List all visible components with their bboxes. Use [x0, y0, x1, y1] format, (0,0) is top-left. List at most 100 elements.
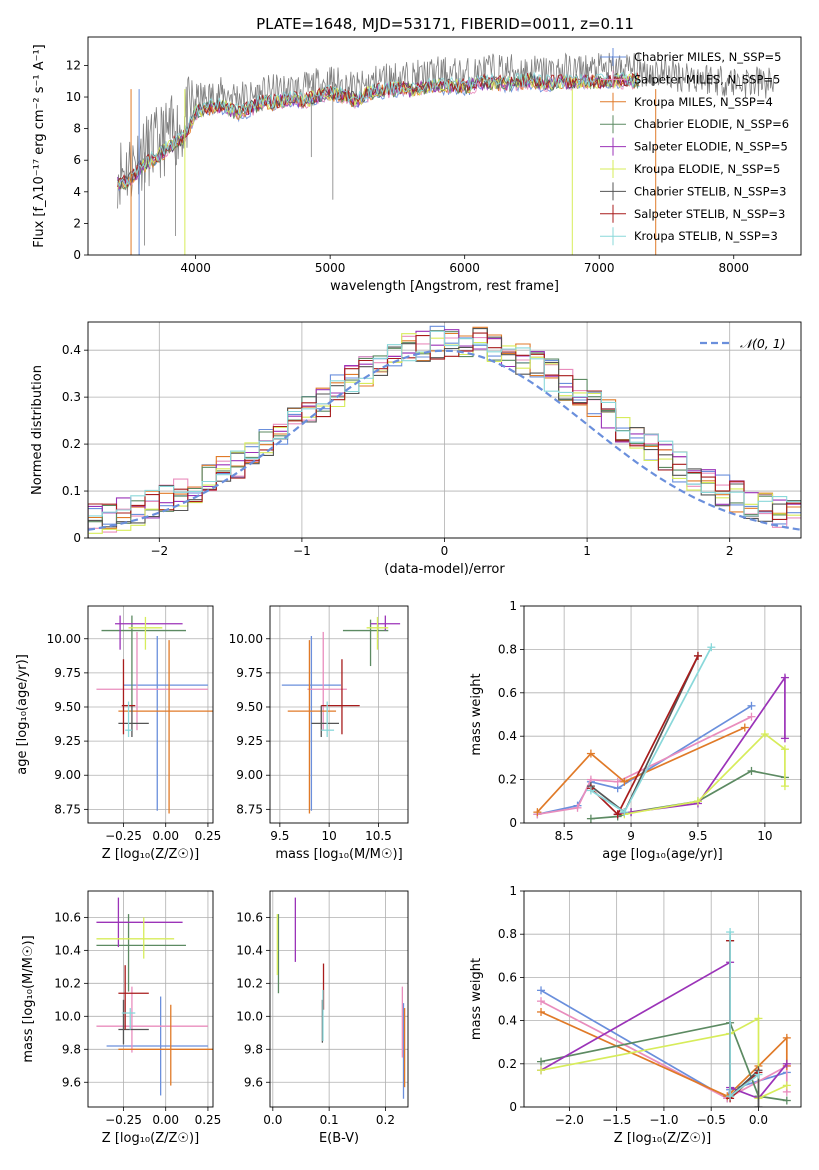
- marker-kroupa-miles: [782, 1033, 791, 1042]
- legend-label-normal: 𝒩(0, 1): [740, 336, 786, 351]
- y-tick-label: 8.75: [54, 802, 81, 816]
- y-tick-label: 12: [66, 58, 81, 72]
- x-axis-label: (data-model)/error: [384, 562, 505, 577]
- x-tick-label: −0.5: [697, 1113, 726, 1127]
- legend-label-chabrier-stelib: Chabrier STELIB, N_SSP=3: [634, 184, 786, 198]
- axes-frame: [87, 36, 802, 256]
- y-tick-label: 8.75: [236, 802, 263, 816]
- series-salpeter-miles: [540, 1000, 788, 1100]
- y-tick-label: 0.8: [498, 642, 517, 656]
- marker-salpeter-miles: [537, 997, 546, 1006]
- y-tick-label: 10.4: [236, 943, 263, 957]
- y-tick-label: 9.8: [62, 1042, 81, 1056]
- y-tick-label: 10.6: [236, 910, 263, 924]
- legend-label-kroupa-stelib: Kroupa STELIB, N_SSP=3: [634, 229, 778, 243]
- y-tick-label: 0.4: [498, 729, 517, 743]
- x-tick-label: 10.5: [365, 829, 392, 843]
- panel-age-vs-mass: 9.5 10 10.5 8.75 9.00 9.25 9.50 9.75 10.00 mass […: [229, 605, 409, 862]
- marker-chabrier-elodie: [782, 1096, 791, 1105]
- legend-label-salpeter-miles: Salpeter MILES, N_SSP=5: [634, 72, 780, 86]
- y-axis-label: mass [log₁₀(M/M☉)]: [21, 935, 36, 1062]
- y-tick-label: 8: [73, 122, 81, 136]
- x-tick-label: 2: [726, 544, 734, 558]
- y-tick-label: 2: [73, 216, 81, 230]
- x-tick-label: −2: [150, 544, 168, 558]
- x-axis-label: E(B-V): [319, 1131, 359, 1146]
- y-tick-label: 9.75: [54, 666, 81, 680]
- x-tick-label: −0.25: [105, 1113, 142, 1127]
- y-axis-label: age [log₁₀(age/yr)]: [15, 654, 30, 775]
- x-tick-label: 0.25: [195, 829, 222, 843]
- y-tick-label: 9.25: [236, 734, 263, 748]
- y-tick-label: 10.2: [236, 976, 263, 990]
- marker-kroupa-miles: [533, 808, 542, 817]
- marker-kroupa-elodie: [780, 745, 789, 754]
- y-tick-label: 1: [509, 599, 517, 613]
- marker-salpeter-elodie: [780, 673, 789, 682]
- y-tick-label: 0.6: [498, 686, 517, 700]
- marker-salpeter-elodie: [780, 734, 789, 743]
- marker-kroupa-miles: [740, 723, 749, 732]
- y-axis-label: Normed distribution: [30, 365, 45, 495]
- y-axis-label: mass weight: [469, 673, 484, 755]
- axes-frame: [269, 890, 409, 1108]
- y-tick-label: 10.00: [229, 632, 263, 646]
- marker-kroupa-stelib: [707, 643, 716, 652]
- y-axis-label: Flux [f_λ10⁻¹⁷ erg cm⁻² s⁻¹ A⁻¹]: [32, 44, 47, 248]
- x-tick-label: 8.5: [555, 829, 574, 843]
- marker-kroupa-elodie: [780, 782, 789, 791]
- y-tick-label: 0: [509, 816, 517, 830]
- plot-area: [88, 325, 801, 538]
- y-tick-label: 0.8: [498, 927, 517, 941]
- x-tick-label: 0.2: [376, 1113, 395, 1127]
- axes-frame: [269, 605, 409, 824]
- marker-kroupa-miles: [620, 777, 629, 786]
- y-tick-label: 9.00: [54, 768, 81, 782]
- x-tick-label: 6000: [449, 261, 480, 275]
- marker-kroupa-elodie: [782, 1081, 791, 1090]
- data-spectrum-line: [117, 52, 775, 209]
- y-tick-label: 0.2: [498, 773, 517, 787]
- series-chabrier-elodie: [540, 1021, 787, 1102]
- marker-kroupa-miles: [586, 749, 595, 758]
- plot-area: [533, 643, 789, 823]
- y-tick-label: 4: [73, 185, 81, 199]
- legend: Chabrier MILES, N_SSP=5 Salpeter MILES, N…: [600, 48, 789, 246]
- y-tick-label: 0.6: [498, 970, 517, 984]
- marker-chabrier-elodie: [586, 814, 595, 823]
- plot-area: [281, 615, 401, 814]
- marker-kroupa-stelib: [726, 928, 735, 937]
- legend-label-kroupa-miles: Kroupa MILES, N_SSP=4: [634, 95, 773, 109]
- x-tick-label: 0.0: [749, 1113, 768, 1127]
- y-tick-label: 0.1: [62, 484, 81, 498]
- marker-kroupa-elodie: [760, 730, 769, 739]
- y-tick-label: 9.75: [236, 666, 263, 680]
- plot-area: [96, 897, 213, 1096]
- marker-salpeter-miles: [613, 777, 622, 786]
- marker-salpeter-miles: [747, 712, 756, 721]
- y-tick-label: 0: [73, 248, 81, 262]
- histogram-salpeter-stelib: [88, 332, 801, 538]
- axes-frame: [87, 321, 802, 539]
- x-tick-label: 9: [627, 829, 635, 843]
- plot-area: [117, 52, 775, 255]
- y-tick-label: 10.00: [47, 632, 81, 646]
- y-tick-label: 0.4: [62, 343, 81, 357]
- y-tick-label: 10.4: [54, 943, 81, 957]
- normal-curve: [88, 349, 801, 531]
- marker-chabrier-miles: [537, 986, 546, 995]
- y-tick-label: 6: [73, 153, 81, 167]
- series-kroupa-stelib: [729, 932, 760, 1098]
- panel-spectrum: 4000 5000 6000 7000 8000 0 2 4 6 8 10 12 wavelength …: [32, 36, 802, 294]
- y-tick-label: 1: [509, 884, 517, 898]
- legend-label-salpeter-elodie: Salpeter ELODIE, N_SSP=5: [634, 140, 788, 154]
- y-tick-label: 0.3: [62, 390, 81, 404]
- y-tick-label: 0: [509, 1100, 517, 1114]
- panel-age-vs-Z: −0.25 0.00 0.25 8.75 9.00 9.25 9.50 9.75 10.00 Z …: [15, 605, 222, 862]
- marker-kroupa-stelib: [754, 1070, 763, 1079]
- x-tick-label: 5000: [315, 261, 346, 275]
- y-tick-label: 0.2: [62, 437, 81, 451]
- axes-frame: [523, 605, 802, 824]
- x-tick-label: 7000: [584, 261, 615, 275]
